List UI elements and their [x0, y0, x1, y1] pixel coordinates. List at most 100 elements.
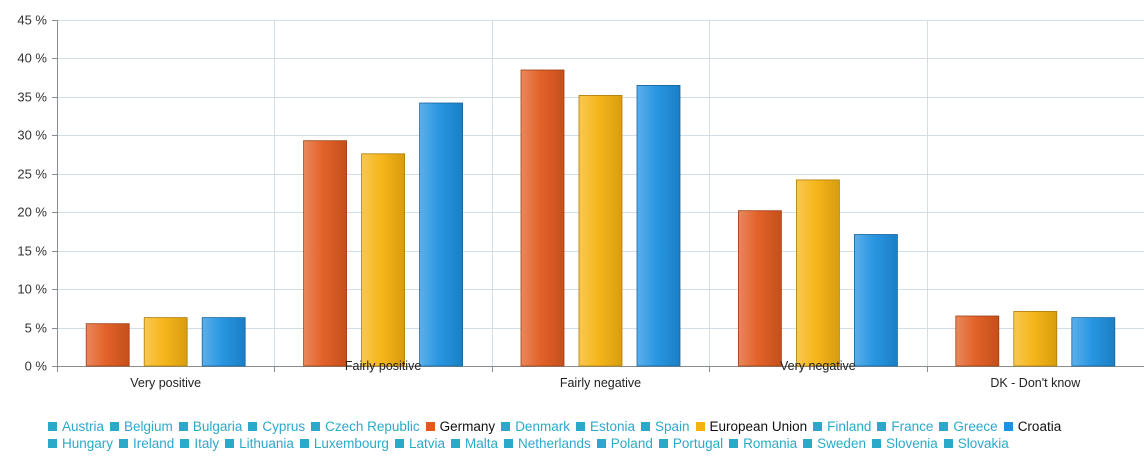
- bar-germany[interactable]: [520, 69, 565, 367]
- legend-label: Czech Republic: [325, 419, 420, 434]
- legend-swatch-icon: [394, 439, 404, 448]
- bar-germany[interactable]: [85, 323, 130, 367]
- legend-label: Germany: [439, 419, 496, 434]
- legend-label: Slovakia: [957, 436, 1009, 451]
- legend-label: Bulgaria: [192, 419, 243, 434]
- legend-swatch-icon: [575, 422, 585, 431]
- bar-croatia[interactable]: [201, 317, 246, 367]
- bar-croatia[interactable]: [854, 234, 898, 367]
- legend-swatch-icon: [871, 439, 881, 448]
- legend-swatch-icon: [1003, 422, 1013, 431]
- legend-label: Ireland: [133, 436, 175, 451]
- legend-item[interactable]: Poland: [596, 435, 653, 452]
- legend-label: European Union: [709, 419, 808, 434]
- bar-european-union[interactable]: [578, 95, 623, 367]
- legend-item[interactable]: France: [877, 418, 933, 435]
- legend-label: Poland: [610, 436, 653, 451]
- legend-item[interactable]: Luxembourg: [299, 435, 389, 452]
- bar-germany[interactable]: [955, 315, 1000, 367]
- legend-item[interactable]: Czech Republic: [311, 418, 420, 435]
- legend-item[interactable]: Ireland: [119, 435, 174, 452]
- y-tick-label: 10 %: [17, 282, 47, 297]
- legend-swatch-icon: [450, 439, 460, 448]
- legend-label: Portugal: [672, 436, 724, 451]
- legend-label: Austria: [62, 419, 105, 434]
- y-tick-label: 40 %: [17, 51, 47, 66]
- legend-swatch-icon: [248, 422, 258, 431]
- legend-swatch-icon: [504, 439, 513, 448]
- legend-label: Latvia: [408, 436, 445, 451]
- legend-item[interactable]: Belgium: [110, 418, 173, 435]
- legend-item[interactable]: Lithuania: [225, 435, 294, 452]
- legend-swatch-icon: [813, 422, 823, 431]
- legend-label: Finland: [827, 419, 872, 434]
- legend-swatch-icon: [425, 422, 435, 431]
- legend-label: Romania: [743, 436, 798, 451]
- legend-item[interactable]: Greece: [939, 418, 998, 435]
- legend-swatch-icon: [48, 439, 57, 448]
- bar-european-union[interactable]: [1013, 310, 1058, 367]
- legend-swatch-icon: [729, 439, 739, 448]
- legend-label: Estonia: [589, 419, 635, 434]
- legend-label: Slovenia: [885, 436, 938, 451]
- legend-item[interactable]: Croatia: [1003, 418, 1062, 435]
- axis-labels: 0 % 5 % 10 % 15 % 20 % 25 % 30 % 35 % 40 % 45 % Ve…: [17, 13, 1081, 391]
- legend-item[interactable]: Finland: [813, 418, 871, 435]
- legend-item[interactable]: Slovakia: [943, 435, 1009, 452]
- bar-chart: 0 % 5 % 10 % 15 % 20 % 25 % 30 % 35 % 40 % 45 % Ve…: [17, 13, 1144, 391]
- y-tick-label: 0 %: [25, 359, 48, 374]
- legend-label: Greece: [953, 419, 998, 434]
- legend-label: Sweden: [817, 436, 866, 451]
- legend-item[interactable]: Germany: [425, 418, 496, 435]
- legend-label: Cyprus: [262, 419, 306, 434]
- legend-swatch-icon: [501, 422, 511, 431]
- legend-swatch-icon: [803, 439, 813, 448]
- bar-croatia[interactable]: [636, 85, 681, 367]
- bar-european-union[interactable]: [361, 153, 406, 367]
- legend-swatch-icon: [299, 439, 309, 448]
- legend-item[interactable]: Italy: [180, 435, 219, 452]
- x-category-label: Very positive: [130, 376, 201, 390]
- legend-item[interactable]: Latvia: [394, 435, 445, 452]
- x-category-label: DK - Don't know: [990, 376, 1081, 390]
- legend-item[interactable]: Estonia: [575, 418, 635, 435]
- legend-swatch-icon: [939, 422, 949, 431]
- legend-swatch-icon: [658, 439, 668, 448]
- bar-croatia[interactable]: [1071, 317, 1116, 367]
- x-category-label: Fairly negative: [560, 376, 641, 390]
- legend-item[interactable]: Malta: [450, 435, 498, 452]
- legend-swatch-icon: [110, 422, 120, 431]
- legend-item[interactable]: Romania: [729, 435, 797, 452]
- legend-item[interactable]: Bulgaria: [178, 418, 243, 435]
- y-tick-label: 15 %: [17, 244, 47, 259]
- legend-item[interactable]: Hungary: [48, 435, 113, 452]
- legend-swatch-icon: [178, 422, 188, 431]
- legend-label: Croatia: [1017, 419, 1062, 434]
- bar-european-union[interactable]: [143, 317, 188, 367]
- bar-germany[interactable]: [303, 140, 348, 367]
- legend-swatch-icon: [180, 439, 190, 448]
- legend-label: Netherlands: [518, 436, 591, 451]
- chart-legend: Austria Belgium Bulgaria Cyprus Czech Republ…: [48, 418, 1138, 452]
- bar-european-union[interactable]: [796, 179, 840, 367]
- legend-label: Malta: [464, 436, 498, 451]
- legend-item[interactable]: European Union: [695, 418, 808, 435]
- legend-swatch-icon: [225, 439, 235, 448]
- legend-swatch-icon: [311, 422, 321, 431]
- bar-croatia[interactable]: [419, 102, 464, 367]
- legend-item[interactable]: Netherlands: [504, 435, 591, 452]
- legend-label: Italy: [194, 436, 220, 451]
- legend-item[interactable]: Denmark: [501, 418, 570, 435]
- legend-swatch-icon: [119, 439, 129, 448]
- legend-item[interactable]: Cyprus: [248, 418, 305, 435]
- legend-label: Luxembourg: [313, 436, 389, 451]
- legend-item[interactable]: Austria: [48, 418, 104, 435]
- legend-item[interactable]: Spain: [640, 418, 690, 435]
- bar-germany[interactable]: [738, 210, 782, 367]
- legend-swatch-icon: [596, 439, 606, 448]
- y-tick-label: 20 %: [17, 205, 47, 220]
- y-tick-label: 45 %: [17, 13, 47, 28]
- legend-item[interactable]: Slovenia: [871, 435, 938, 452]
- legend-item[interactable]: Portugal: [658, 435, 724, 452]
- legend-item[interactable]: Sweden: [803, 435, 866, 452]
